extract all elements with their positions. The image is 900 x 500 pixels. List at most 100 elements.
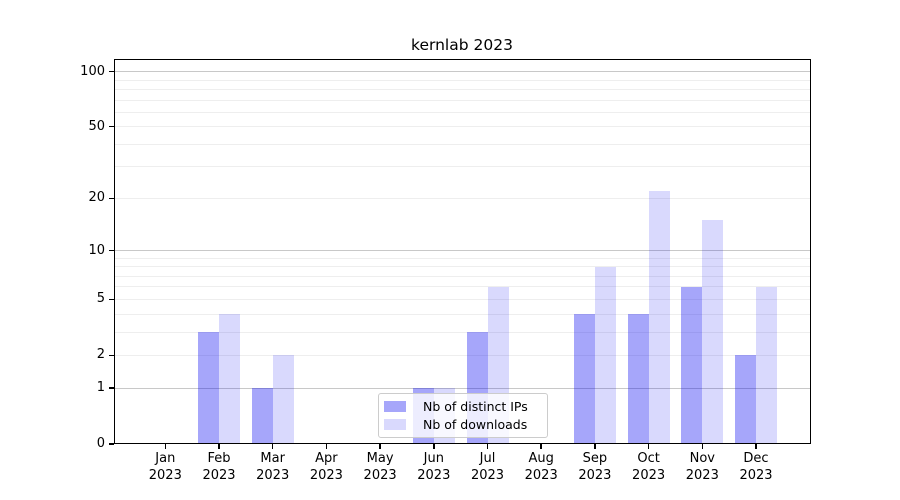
x-tick-year: 2023 [739,468,773,483]
y-tick-mark [109,298,114,301]
y-tick-mark [109,249,114,252]
gridline-minor [115,298,810,300]
y-tick-label: 10 [88,242,105,258]
gridline-minor [115,126,810,128]
bar-distinct-ips [251,388,273,444]
x-tick-mark [325,444,328,449]
x-tick-label: Jan 2023 [149,450,182,484]
x-tick-mark [486,444,489,449]
x-tick-year: 2023 [256,468,290,483]
legend: Nb of distinct IPs Nb of downloads [378,393,548,438]
gridline-minor [115,257,810,259]
x-tick-year: 2023 [632,468,666,483]
bar-downloads [756,286,777,444]
y-tick-label: 5 [96,291,105,307]
x-tick-month: Jun [423,451,444,466]
x-tick-year: 2023 [524,468,558,483]
y-tick-mark [109,354,114,357]
y-tick-label: 100 [80,63,105,79]
x-tick-month: Sep [582,451,608,466]
x-tick-mark [755,444,757,449]
x-tick-label: Jun 2023 [417,450,450,484]
x-tick-year: 2023 [309,468,343,483]
bar-distinct-ips [681,286,703,444]
gridline-minor [115,143,810,145]
x-tick-label: Oct 2023 [632,450,665,484]
x-tick-mark [379,444,381,449]
x-tick-label: Jul 2023 [471,450,504,484]
x-tick-mark [647,444,650,449]
gridline-minor [115,88,810,90]
y-tick-label: 1 [96,380,105,396]
gridline-minor [115,331,810,333]
bar-downloads [594,266,616,444]
y-tick-label: 20 [88,190,105,206]
x-tick-month: Aug [528,451,554,466]
y-tick-mark [109,387,114,389]
y-tick-mark [109,70,114,73]
y-tick-label: 2 [96,347,105,363]
bar-distinct-ips [198,332,219,444]
y-tick-label: 0 [96,436,105,451]
x-tick-label: May 2023 [364,450,397,484]
x-tick-label: Apr 2023 [310,450,343,484]
legend-item-downloads: Nb of downloads [384,417,541,432]
gridline-minor [115,197,810,199]
x-tick-month: Oct [637,451,660,466]
x-tick-month: Dec [743,451,769,466]
x-tick-year: 2023 [148,468,182,483]
x-tick-year: 2023 [470,468,505,483]
chart-title: kernlab 2023 [411,36,513,54]
y-tick-label: 50 [88,118,105,134]
gridline-minor [115,286,810,288]
x-tick-year: 2023 [685,468,719,483]
gridline-minor [115,166,810,168]
x-tick-mark [594,444,596,449]
x-tick-month: Jul [479,451,496,466]
legend-swatch-downloads [384,418,406,430]
x-tick-label: Sep 2023 [578,450,611,484]
bar-distinct-ips [627,314,649,444]
x-tick-month: Apr [315,451,338,466]
bar-downloads [219,314,240,444]
x-tick-mark [540,444,542,449]
x-tick-mark [433,444,435,449]
x-tick-mark [701,444,704,449]
x-tick-label: Dec 2023 [739,450,772,484]
x-tick-label: Nov 2023 [686,450,719,484]
x-tick-mark [164,444,167,449]
gridline-minor [115,275,810,277]
x-tick-label: Aug 2023 [525,450,558,484]
x-tick-month: Mar [260,451,285,466]
x-tick-mark [218,444,220,449]
gridline-minor [115,266,810,268]
legend-item-distinct-ips: Nb of distinct IPs [384,399,541,414]
x-tick-month: Jan [155,451,176,466]
bar-downloads [648,190,670,444]
gridline-major [115,250,810,251]
bar-distinct-ips [735,355,756,444]
x-tick-label: Feb 2023 [202,450,235,484]
y-tick-mark [109,443,114,445]
legend-swatch-distinct-ips [384,401,406,413]
x-tick-year: 2023 [578,468,612,483]
x-tick-month: May [366,451,394,466]
gridline-minor [115,111,810,113]
x-tick-month: Feb [207,451,231,466]
bar-downloads [272,355,294,444]
x-tick-month: Nov [689,451,715,466]
x-tick-year: 2023 [363,468,397,483]
bar-downloads [702,220,724,444]
gridline-major [115,71,810,73]
legend-label-downloads: Nb of downloads [423,416,528,432]
gridline-minor [115,99,810,101]
legend-label-distinct-ips: Nb of distinct IPs [423,399,528,415]
x-tick-label: Mar 2023 [256,450,289,484]
gridline-minor [115,79,810,81]
gridline-minor [115,354,810,356]
bar-distinct-ips [573,314,595,444]
y-tick-mark [109,125,114,128]
x-tick-year: 2023 [202,468,236,483]
x-tick-mark [271,444,274,449]
